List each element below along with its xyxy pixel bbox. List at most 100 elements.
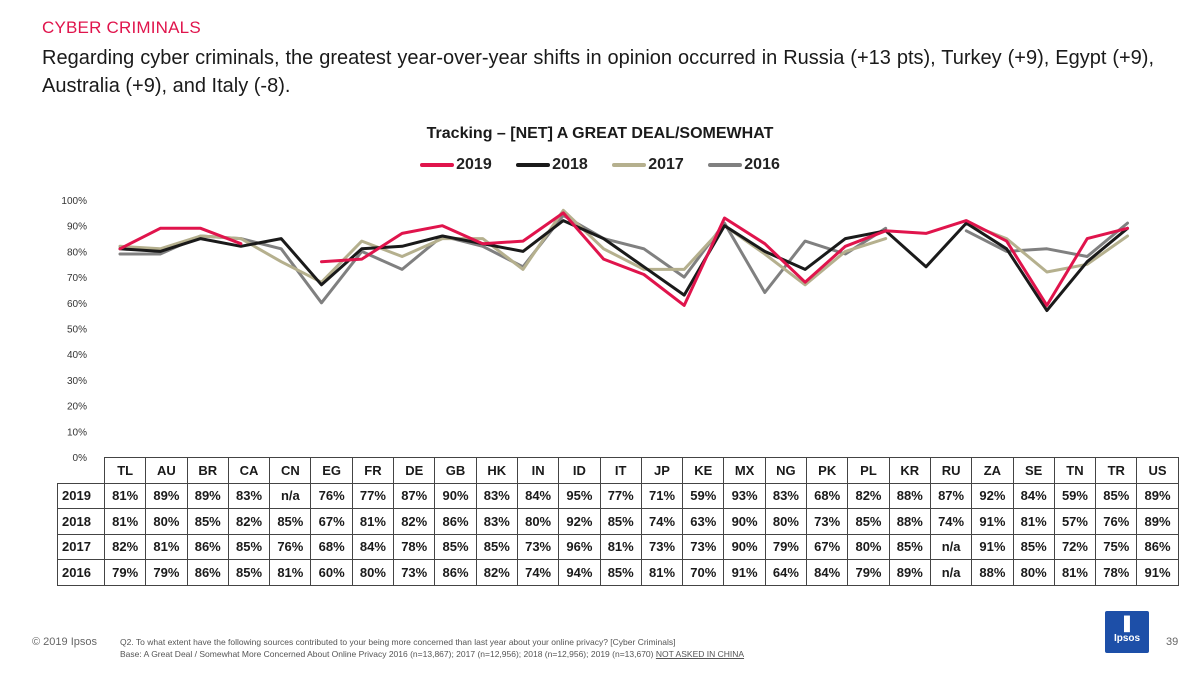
table-cell: 90% — [434, 482, 477, 509]
table-cell: 79% — [764, 533, 808, 560]
page-number: 39 — [1166, 636, 1179, 648]
column-header-mx: MX — [723, 457, 766, 484]
table-cell: 85% — [227, 533, 271, 560]
table-row-2017: 2017 82% 81% 86% 85% 76% 68% 84% 78% 85% 85% 73% 96%… — [57, 533, 1179, 560]
table-cell: n/a — [929, 533, 973, 560]
table-cell: 73% — [640, 533, 684, 560]
table-cell: 79% — [103, 559, 147, 586]
table-cell: 85% — [227, 559, 271, 586]
table-cell: 81% — [269, 559, 312, 586]
table-cell: 84% — [516, 482, 560, 509]
series-line-2018 — [118, 219, 1129, 312]
table-cell: 85% — [888, 533, 931, 560]
table-cell: 96% — [558, 533, 601, 560]
legend-swatch — [708, 162, 743, 167]
table-cell: 82% — [393, 508, 436, 535]
y-tick-label: 30% — [67, 376, 87, 387]
y-tick-label: 40% — [67, 350, 87, 361]
column-header-hk: HK — [475, 457, 518, 484]
legend-swatch — [420, 162, 455, 167]
table-cell: 91% — [1136, 559, 1179, 586]
table-cell: 94% — [558, 559, 601, 586]
table-cell: 83% — [764, 482, 808, 509]
table-cell: 83% — [475, 482, 518, 509]
chart-title: Tracking – [NET] A GREAT DEAL/SOMEWHAT — [426, 125, 774, 142]
column-header-ng: NG — [764, 457, 808, 484]
copyright: © 2019 Ipsos — [32, 636, 97, 648]
table-cell: 78% — [393, 533, 436, 560]
column-header-tl: TL — [103, 457, 147, 484]
column-header-tn: TN — [1053, 457, 1097, 484]
table-cell: 81% — [1012, 508, 1055, 535]
table-cell: 85% — [847, 508, 890, 535]
column-header-za: ZA — [971, 457, 1014, 484]
column-header-ke: KE — [682, 457, 725, 484]
table-cell: 84% — [351, 533, 395, 560]
table-cell: 85% — [434, 533, 477, 560]
logo-mark-icon: ❚ — [1120, 615, 1134, 632]
table-cell: 86% — [186, 533, 229, 560]
table-cell: 74% — [929, 508, 973, 535]
table-cell: 92% — [971, 482, 1014, 509]
headline: Regarding cyber criminals, the greatest … — [42, 47, 1154, 97]
column-header-cn: CN — [269, 457, 312, 484]
table-cell: 83% — [227, 482, 271, 509]
column-header-eg: EG — [310, 457, 353, 484]
y-tick-label: 10% — [67, 427, 87, 438]
column-header-fr: FR — [351, 457, 395, 484]
table-cell: 73% — [516, 533, 560, 560]
table-cell: n/a — [929, 559, 973, 586]
table-cell: 59% — [1053, 482, 1097, 509]
legend-swatch — [612, 162, 647, 167]
table-cell: 86% — [186, 559, 229, 586]
table-cell: 80% — [351, 559, 395, 586]
column-header-gb: GB — [434, 457, 477, 484]
table-cell: 89% — [145, 482, 188, 509]
legend-item-2018: 2018 — [516, 156, 588, 174]
table-cell: 57% — [1053, 508, 1097, 535]
table-cell: 75% — [1095, 533, 1138, 560]
footnote: Q2. To what extent have the following so… — [120, 636, 744, 660]
table-cell: 81% — [103, 482, 147, 509]
column-header-br: BR — [186, 457, 229, 484]
row-label: 2018 — [57, 508, 105, 535]
table-cell: 67% — [310, 508, 353, 535]
table-cell: 82% — [475, 559, 518, 586]
data-table: TL AU BR CA CN EG FR DE GB HK IN ID IT JP KE MX NG PK PL KR… — [57, 457, 1179, 586]
series-line-2019 — [118, 211, 1129, 307]
table-cell: 89% — [888, 559, 931, 586]
table-cell: 63% — [682, 508, 725, 535]
table-cell: 79% — [847, 559, 890, 586]
table-cell: 80% — [1012, 559, 1055, 586]
table-cell: 60% — [310, 559, 353, 586]
column-header-ca: CA — [227, 457, 271, 484]
table-cell: 73% — [393, 559, 436, 586]
table-cell: 84% — [1012, 482, 1055, 509]
column-header-ru: RU — [929, 457, 973, 484]
table-row-2016: 2016 79% 79% 86% 85% 81% 60% 80% 73% 86% 82% 74% 94%… — [57, 559, 1179, 586]
section-label: CYBER CRIMINALS — [42, 18, 201, 37]
table-cell: 85% — [599, 559, 642, 586]
table-cell: n/a — [269, 482, 312, 509]
table-cell: 85% — [1095, 482, 1138, 509]
table-cell: 85% — [1012, 533, 1055, 560]
table-cell: 85% — [269, 508, 312, 535]
table-cell: 81% — [640, 559, 684, 586]
y-tick-label: 50% — [67, 325, 87, 336]
column-header-in: IN — [516, 457, 560, 484]
table-cell: 76% — [1095, 508, 1138, 535]
table-cell: 72% — [1053, 533, 1097, 560]
table-cell: 89% — [1136, 508, 1179, 535]
legend-item-2019: 2019 — [420, 156, 492, 174]
table-cell: 59% — [682, 482, 725, 509]
table-cell: 81% — [145, 533, 188, 560]
footnote-base: Base: A Great Deal / Somewhat More Conce… — [120, 649, 745, 659]
legend-item-2016: 2016 — [708, 156, 780, 174]
table-cell: 82% — [847, 482, 890, 509]
column-header-se: SE — [1012, 457, 1055, 484]
chart-legend: 2019 2018 2017 2016 — [0, 156, 1200, 174]
y-tick-label: 20% — [67, 402, 87, 413]
table-cell: 74% — [640, 508, 684, 535]
table-cell: 77% — [351, 482, 395, 509]
column-header-pl: PL — [847, 457, 890, 484]
